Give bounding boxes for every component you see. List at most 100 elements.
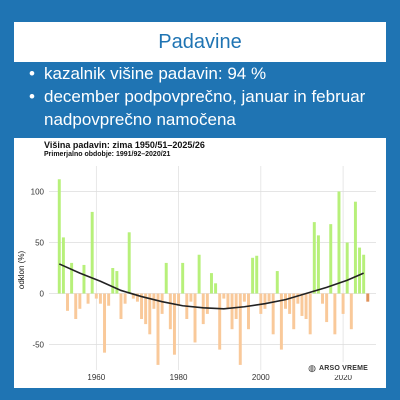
bullet-list: • kazalnik višine padavin: 94 % • decemb…	[14, 62, 386, 131]
bar	[193, 293, 197, 343]
bar	[152, 293, 156, 309]
bar	[292, 293, 296, 330]
bar	[222, 293, 226, 299]
bar	[349, 293, 353, 330]
bullet-icon: •	[29, 87, 35, 106]
bar	[181, 262, 185, 294]
bar	[70, 262, 74, 294]
bar	[66, 293, 69, 311]
bar	[209, 273, 213, 294]
precipitation-chart: -50 0 50 100 1960 1980 2000 2020 odklon (%)	[17, 166, 376, 383]
bar	[57, 179, 61, 294]
bar	[325, 293, 329, 323]
bar	[119, 293, 123, 319]
chart-panel: Višina padavin: zima 1950/51–2025/26 Pri…	[14, 138, 386, 388]
bar	[123, 293, 127, 304]
bar	[247, 293, 250, 330]
bar	[333, 293, 337, 335]
bullet-text-1: kazalnik višine padavin: 94 %	[44, 64, 267, 83]
bar	[341, 293, 345, 314]
bar	[115, 271, 119, 294]
bar	[107, 293, 111, 306]
bar	[329, 224, 333, 294]
bar	[189, 293, 193, 302]
bar	[205, 293, 209, 314]
bar	[172, 293, 176, 355]
arso-logo: ◍ ARSO VREME	[306, 362, 370, 375]
bar	[111, 268, 115, 294]
chart-subtitle: Primerjalno obdobje: 1991/92–2020/21	[44, 151, 171, 158]
bar	[214, 283, 218, 294]
trend-line	[58, 263, 364, 310]
bar	[160, 293, 164, 314]
bar	[144, 293, 148, 325]
bar	[288, 293, 292, 314]
bar	[103, 293, 107, 353]
logo-text: ARSO VREME	[318, 365, 368, 372]
chart-title: Višina padavin: zima 1950/51–2025/26	[44, 140, 205, 150]
bar	[140, 293, 144, 319]
bar	[135, 293, 139, 302]
bar	[358, 247, 362, 294]
bullet-item: • kazalnik višine padavin: 94 %	[14, 62, 386, 85]
bar	[353, 201, 357, 294]
bar	[321, 293, 325, 304]
bar	[197, 254, 201, 294]
x-tick-label: 2020	[334, 373, 352, 382]
bar	[238, 293, 242, 365]
bar	[230, 293, 234, 330]
bullet-icon: •	[29, 64, 35, 83]
bar	[362, 254, 366, 294]
bar	[279, 293, 283, 350]
trend-layer	[58, 263, 364, 310]
bar	[177, 293, 181, 306]
bar	[218, 293, 222, 350]
bar	[263, 293, 267, 309]
bar	[284, 293, 287, 309]
title-box: Padavine	[14, 22, 386, 62]
y-tick-label: 100	[31, 188, 45, 197]
bar	[308, 293, 312, 335]
bar	[312, 222, 316, 294]
bar	[337, 191, 341, 294]
x-tick-label: 1980	[170, 373, 188, 382]
bar	[86, 293, 90, 304]
bullet-text-2: december podpovprečno, januar in februar…	[44, 87, 366, 129]
bar	[366, 293, 370, 302]
bar	[226, 293, 230, 309]
bar	[148, 293, 152, 335]
bar	[255, 255, 259, 294]
grid-layer	[49, 166, 376, 370]
bar	[345, 242, 349, 294]
bar	[131, 293, 135, 299]
bar	[300, 293, 304, 316]
bar	[251, 257, 255, 294]
bar	[94, 293, 98, 299]
axis-layer: -50 0 50 100 1960 1980 2000 2020	[31, 188, 353, 383]
x-tick-label: 2000	[252, 373, 270, 382]
bar	[164, 262, 168, 294]
bar	[90, 211, 94, 294]
bar	[78, 293, 82, 309]
bar	[275, 271, 279, 294]
bar	[242, 293, 246, 302]
arso-logo-icon: ◍	[308, 363, 316, 373]
page-title: Padavine	[158, 30, 242, 53]
bar	[267, 293, 271, 302]
bar	[168, 293, 172, 330]
bar	[156, 293, 160, 365]
bar	[98, 293, 102, 304]
bar	[304, 293, 308, 319]
bar	[296, 293, 300, 304]
x-tick-label: 1960	[87, 373, 105, 382]
bar	[82, 264, 86, 294]
bar	[271, 293, 275, 335]
bar	[127, 232, 131, 294]
bar	[74, 293, 78, 319]
bar	[316, 235, 320, 294]
bullet-item: • december podpovprečno, januar in febru…	[14, 85, 386, 131]
bar	[201, 293, 205, 325]
bar-layer	[57, 179, 370, 365]
y-tick-label: 0	[40, 290, 45, 299]
y-axis-label: odklon (%)	[17, 251, 26, 290]
